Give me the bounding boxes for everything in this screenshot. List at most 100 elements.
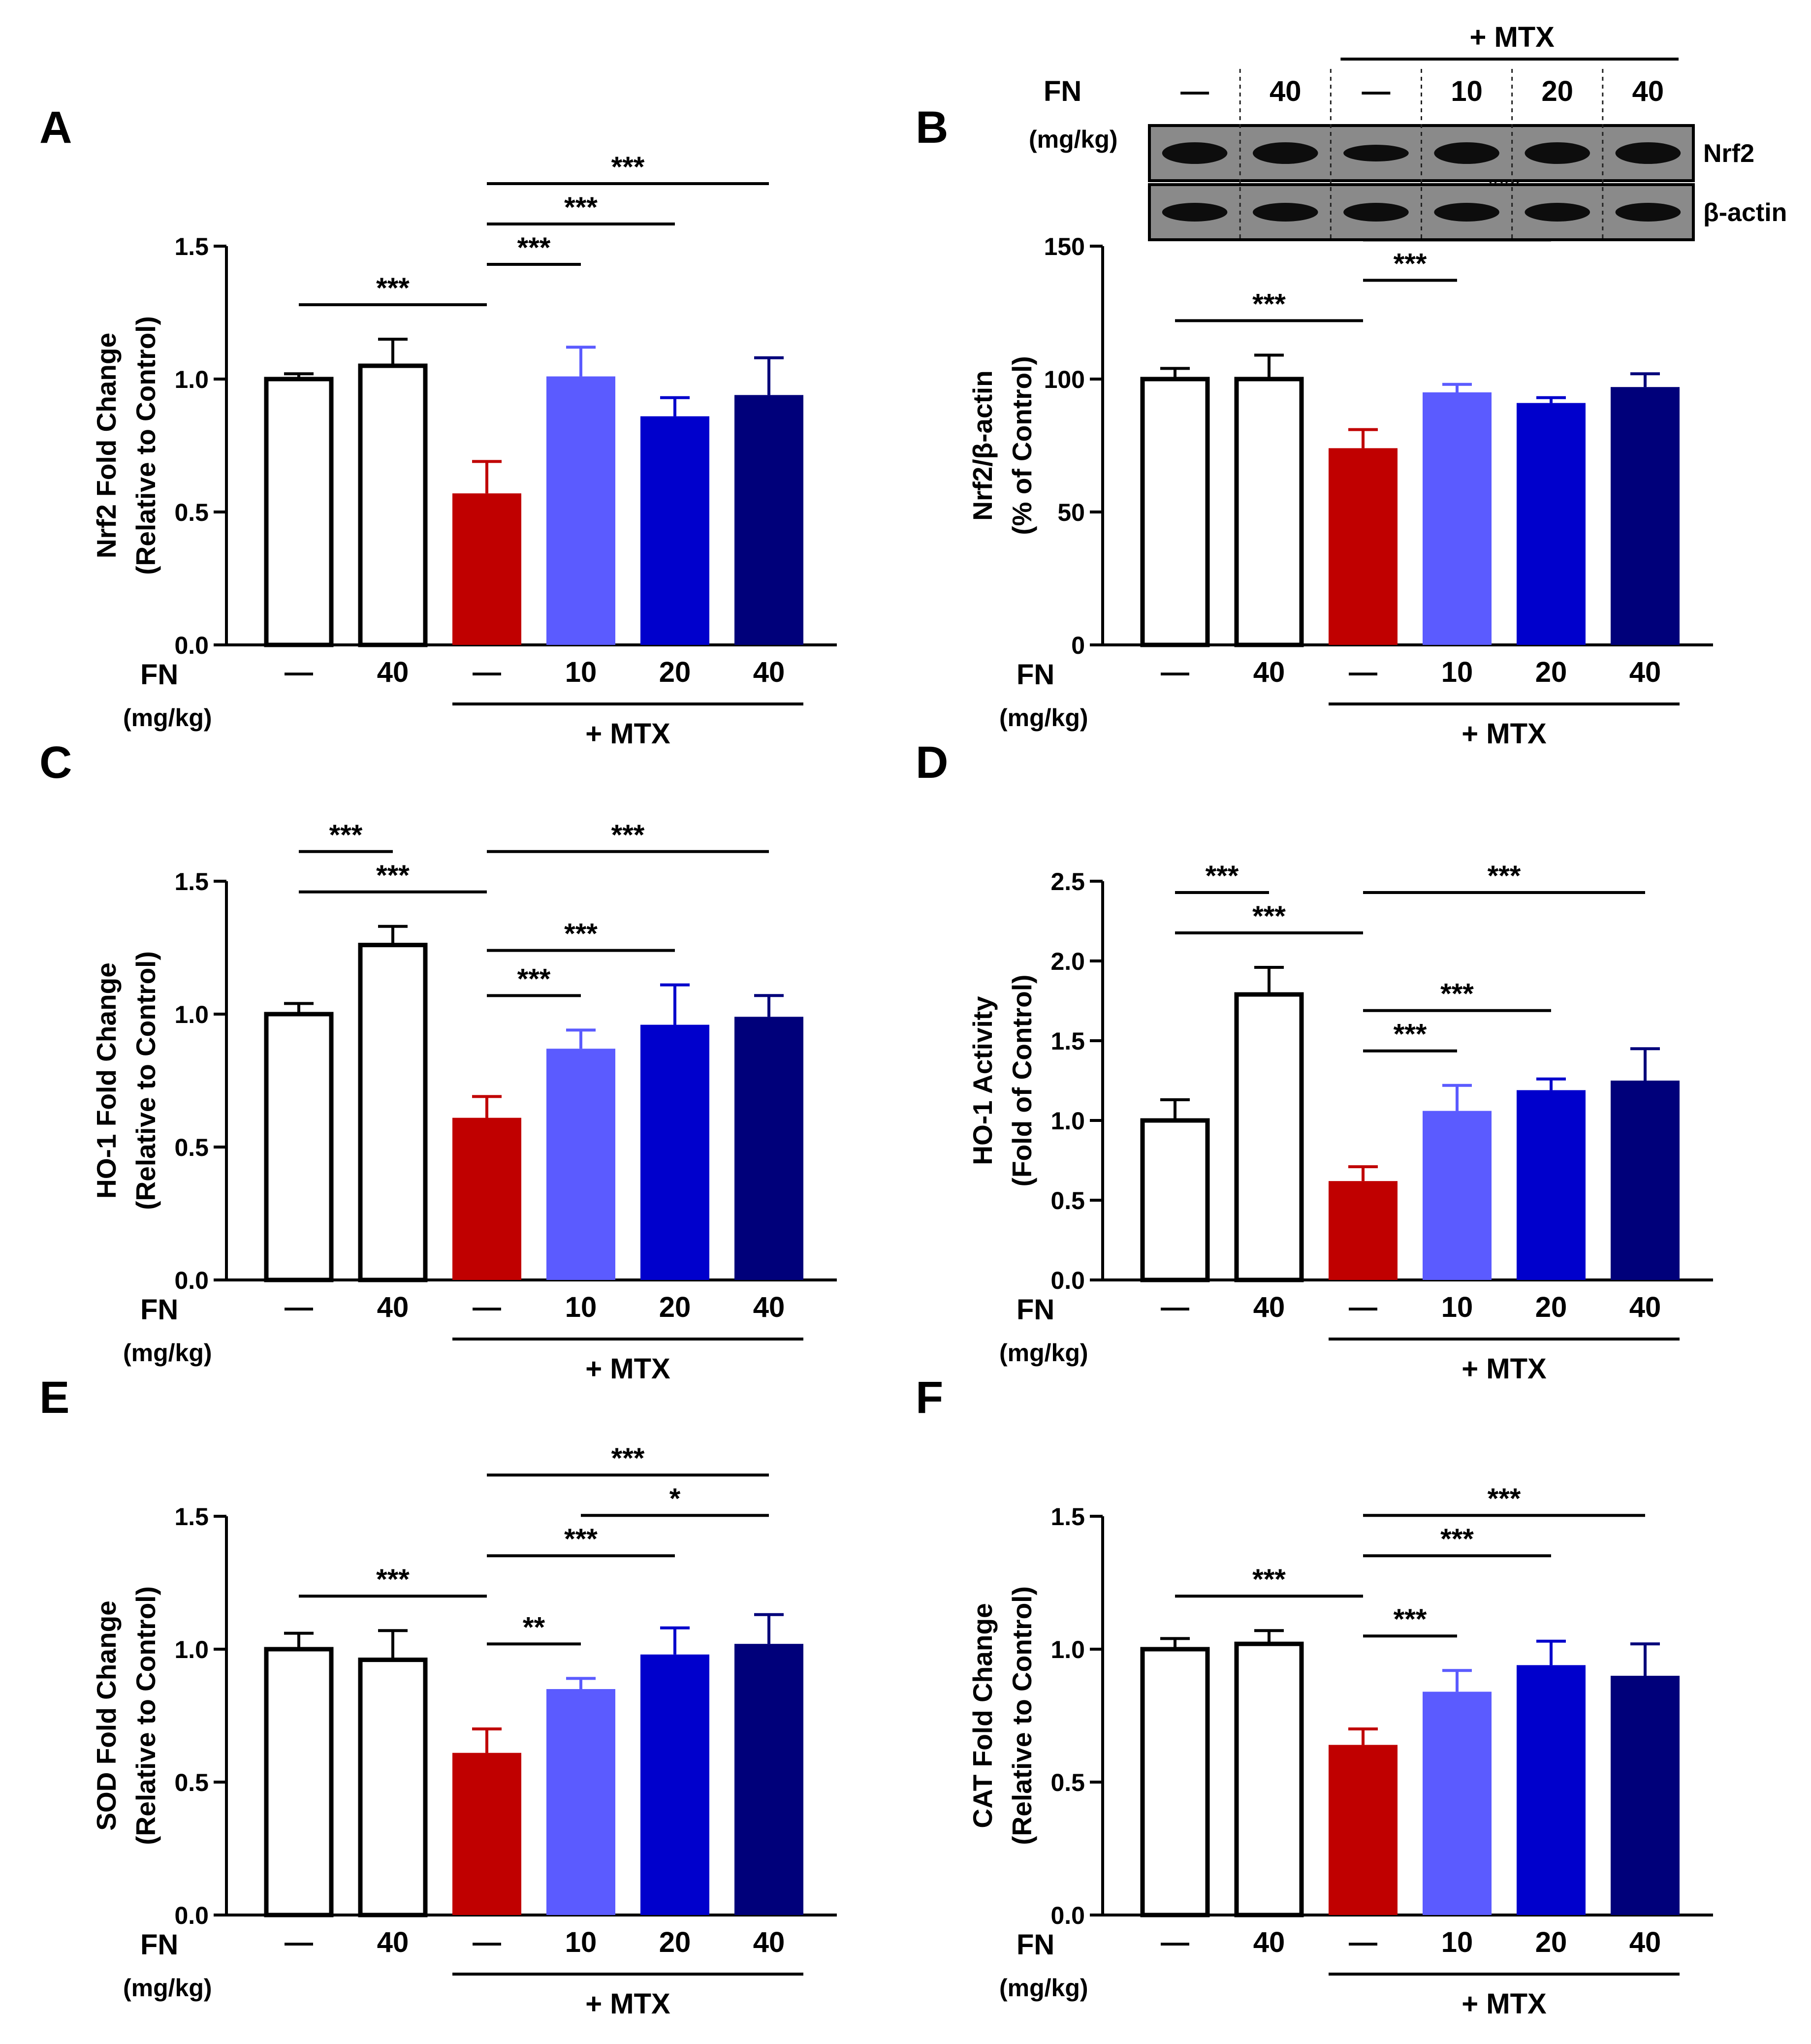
panel-letter: B xyxy=(916,102,948,153)
x-category-label: — xyxy=(473,1926,501,1958)
bar xyxy=(640,1654,709,1915)
blot-band xyxy=(1434,203,1499,222)
y-axis-title: HO-1 Activity xyxy=(967,996,998,1165)
bar xyxy=(1234,1641,1304,1917)
y-tick-label: 1.5 xyxy=(174,868,209,895)
y-tick-label: 0.0 xyxy=(174,632,209,659)
x-category-label: 10 xyxy=(1441,1926,1473,1958)
bar xyxy=(264,1647,334,1917)
y-tick-label: 0.0 xyxy=(174,1267,209,1294)
x-category-label: 20 xyxy=(1535,1291,1567,1323)
bar xyxy=(1423,1692,1492,1915)
y-tick-label: 100 xyxy=(1044,366,1085,393)
y-tick-label: 2.0 xyxy=(1050,948,1085,975)
y-axis-subtitle: (Relative to Control) xyxy=(1007,1586,1037,1845)
significance-label: ** xyxy=(523,1611,545,1643)
x-category-label: 10 xyxy=(1441,656,1473,688)
blot-band xyxy=(1162,142,1228,164)
significance-label: *** xyxy=(1252,288,1286,320)
x-category-label: — xyxy=(1349,656,1377,688)
blot-band xyxy=(1615,203,1681,222)
significance-label: *** xyxy=(376,272,410,304)
mtx-label: + MTX xyxy=(585,1988,670,2020)
panel-c: C 0.0 0.5 1.0 1.5 HO-1 Fold Change (Relative t… xyxy=(39,737,837,1385)
bar xyxy=(452,1118,521,1280)
x-category-label: 40 xyxy=(377,1291,409,1323)
y-tick-label: 0.0 xyxy=(1050,1267,1085,1294)
blot-band xyxy=(1162,203,1228,222)
mtx-label: + MTX xyxy=(1462,718,1547,750)
x-category-label: 40 xyxy=(377,1926,409,1958)
significance-label: *** xyxy=(1394,248,1427,280)
y-axis-subtitle: (Relative to Control) xyxy=(130,1586,161,1845)
blot-row-label: Nrf2 xyxy=(1703,139,1754,168)
x-category-label: — xyxy=(285,1926,313,1958)
y-tick-label: 0.5 xyxy=(174,499,209,526)
significance-label: *** xyxy=(564,192,598,224)
unit-label: (mg/kg) xyxy=(999,1974,1088,2002)
significance-label: *** xyxy=(1488,860,1521,892)
panel-letter: D xyxy=(916,737,948,788)
significance-label: *** xyxy=(611,1442,645,1474)
bar xyxy=(1140,377,1210,647)
y-tick-label: 150 xyxy=(1044,233,1085,260)
bar xyxy=(640,416,709,645)
significance-label: * xyxy=(669,1483,681,1515)
x-category-label: — xyxy=(1161,1291,1189,1323)
bar xyxy=(640,1024,709,1280)
y-tick-label: 0.5 xyxy=(174,1769,209,1796)
x-category-label: 40 xyxy=(1253,656,1285,688)
y-tick-label: 1.0 xyxy=(1050,1636,1085,1663)
y-tick-label: 1.5 xyxy=(174,1503,209,1531)
bar xyxy=(358,363,428,647)
blot-mtx-label: + MTX xyxy=(1469,21,1555,53)
x-category-label: 20 xyxy=(659,1291,691,1323)
bar xyxy=(358,1658,428,1917)
bar xyxy=(1329,1181,1398,1280)
significance-label: *** xyxy=(517,232,551,264)
blot-band xyxy=(1525,203,1590,222)
bar xyxy=(1329,448,1398,645)
y-axis-title: CAT Fold Change xyxy=(967,1603,998,1828)
unit-label: (mg/kg) xyxy=(123,1339,212,1367)
x-category-label: 10 xyxy=(565,656,597,688)
y-tick-label: 1.0 xyxy=(174,366,209,393)
bar xyxy=(452,1753,521,1915)
bar xyxy=(734,1017,803,1280)
bar xyxy=(546,1689,615,1915)
bar xyxy=(734,395,803,645)
y-tick-label: 0.0 xyxy=(1050,1902,1085,1929)
y-axis-subtitle: (% of Control) xyxy=(1007,356,1037,535)
x-category-label: 40 xyxy=(1629,656,1661,688)
mtx-label: + MTX xyxy=(1462,1353,1547,1385)
fn-label: FN xyxy=(140,1929,178,1961)
x-category-label: — xyxy=(473,1291,501,1323)
x-category-label: — xyxy=(473,656,501,688)
bar xyxy=(358,943,428,1282)
significance-label: *** xyxy=(329,819,363,851)
x-category-label: 10 xyxy=(1441,1291,1473,1323)
x-category-label: 20 xyxy=(659,656,691,688)
x-category-label: — xyxy=(285,1291,313,1323)
y-axis-subtitle: (Fold of Control) xyxy=(1007,975,1037,1187)
blot-lane-label: — xyxy=(1180,75,1209,107)
bar xyxy=(1234,377,1304,647)
bar xyxy=(1611,387,1680,645)
x-category-label: 10 xyxy=(565,1291,597,1323)
significance-label: *** xyxy=(1488,1483,1521,1515)
y-tick-label: 1.0 xyxy=(1050,1107,1085,1135)
y-tick-label: 0.5 xyxy=(1050,1187,1085,1214)
blot-band xyxy=(1343,203,1409,222)
mtx-label: + MTX xyxy=(585,718,670,750)
bar xyxy=(1234,992,1304,1282)
x-category-label: 40 xyxy=(753,1291,785,1323)
blot-fn-label: FN xyxy=(1044,75,1081,107)
y-tick-label: 1.0 xyxy=(174,1001,209,1028)
panel-letter: E xyxy=(39,1373,69,1423)
y-tick-label: 0.5 xyxy=(1050,1769,1085,1796)
y-axis-title: Nrf2/β-actin xyxy=(967,370,998,521)
x-category-label: — xyxy=(1161,656,1189,688)
bar xyxy=(1611,1081,1680,1280)
blot-unit-label: (mg/kg) xyxy=(1029,126,1118,153)
